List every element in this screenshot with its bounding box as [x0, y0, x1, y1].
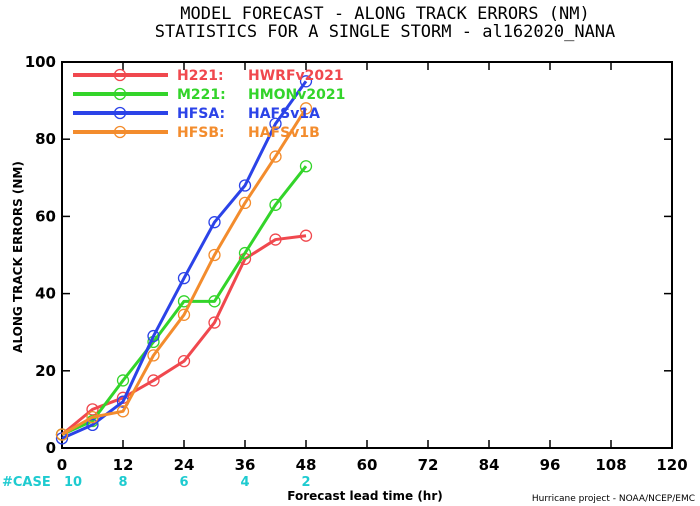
- legend-marker: [113, 125, 127, 139]
- series-line: [61, 107, 308, 436]
- legend-marker: [113, 87, 127, 101]
- x-tick-label: 120: [656, 456, 687, 474]
- y-tick-label: 20: [35, 362, 56, 380]
- y-tick-label: 40: [35, 285, 56, 303]
- data-point: [269, 117, 282, 130]
- y-tick-label: 60: [35, 207, 56, 225]
- data-point: [177, 308, 191, 321]
- case-counts: #CASE 10 8 6 4 2: [2, 475, 311, 490]
- data-point: [238, 196, 252, 210]
- data-point: [147, 349, 160, 362]
- case-count: 8: [118, 475, 127, 490]
- x-tick-label: 108: [595, 456, 626, 474]
- series-line: [61, 165, 308, 436]
- x-tick-label: 96: [540, 456, 561, 474]
- legend-label: HAFSv1A: [248, 106, 320, 122]
- data-point: [208, 316, 221, 329]
- y-tick-label: 80: [35, 130, 56, 148]
- legend-label: HAFSv1B: [248, 125, 320, 141]
- y-tick-label: 100: [25, 53, 56, 71]
- case-count: 4: [240, 475, 249, 490]
- series-line: [61, 80, 308, 440]
- data-point: [116, 405, 130, 418]
- legend-label: HMONv2021: [248, 87, 345, 103]
- x-axis-label: Forecast lead time (hr): [287, 489, 443, 503]
- data-point: [86, 418, 99, 431]
- data-point: [177, 272, 191, 285]
- series-layer: [55, 75, 313, 445]
- data-point: [299, 229, 313, 242]
- x-tick-label: 72: [418, 456, 439, 474]
- legend-entry-h221: H221: HWRFv2021: [73, 68, 344, 84]
- legend-entry-m221: M221: HMONv2021: [73, 87, 345, 103]
- legend-name: H221:: [177, 68, 224, 84]
- data-point: [86, 410, 99, 424]
- x-tick-label: 48: [296, 456, 317, 474]
- case-count: 10: [64, 475, 82, 490]
- legend-name: M221:: [177, 87, 226, 103]
- x-tick-label: 36: [235, 456, 256, 474]
- data-point: [299, 160, 313, 173]
- legend: H221: HWRFv2021 M221: HMONv2021 HFSA: HAFSv1A…: [73, 68, 345, 141]
- case-count: 2: [301, 475, 310, 490]
- data-point: [147, 374, 160, 387]
- data-point: [208, 216, 221, 229]
- series-hfsa: [55, 75, 313, 445]
- data-point: [269, 233, 282, 246]
- credit-text: Hurricane project - NOAA/NCEP/EMC: [532, 494, 695, 504]
- data-point: [238, 246, 252, 260]
- data-point: [147, 329, 160, 343]
- y-axis: 0 20 40 60 80 100: [25, 53, 672, 457]
- plot-area: [61, 61, 673, 449]
- data-point: [238, 179, 252, 192]
- data-point: [299, 75, 313, 88]
- case-count: 6: [179, 475, 188, 490]
- legend-name: HFSB:: [177, 125, 225, 141]
- legend-label: HWRFv2021: [248, 68, 344, 84]
- plot-frame: [61, 61, 673, 449]
- chart-title: MODEL FORECAST - ALONG TRACK ERRORS (NM): [180, 4, 589, 24]
- x-tick-label: 0: [57, 456, 67, 474]
- series-hfsb: [55, 102, 313, 441]
- data-point: [177, 354, 191, 368]
- legend-marker: [113, 106, 127, 120]
- legend-entry-hfsb: HFSB: HAFSv1B: [73, 125, 320, 141]
- x-tick-label: 24: [174, 456, 195, 474]
- data-point: [299, 102, 313, 115]
- y-axis-label: ALONG TRACK ERRORS (NM): [11, 161, 25, 353]
- legend-marker: [113, 68, 127, 82]
- data-point: [55, 428, 69, 441]
- x-tick-label: 84: [479, 456, 500, 474]
- data-point: [269, 150, 282, 163]
- x-axis: 0 12 24 36 48 60 72 84 96 108 120: [57, 62, 688, 474]
- chart-subtitle: STATISTICS FOR A SINGLE STORM - al162020…: [155, 22, 616, 42]
- data-point: [208, 248, 221, 262]
- series-line: [61, 234, 307, 436]
- x-tick-label: 60: [357, 456, 378, 474]
- legend-entry-hfsa: HFSA: HAFSv1A: [73, 106, 320, 122]
- y-tick-label: 0: [46, 439, 56, 457]
- data-point: [116, 374, 130, 387]
- series-m221: [55, 160, 313, 441]
- data-point: [269, 198, 282, 211]
- x-tick-label: 12: [113, 456, 134, 474]
- case-label: #CASE: [2, 475, 51, 490]
- data-point: [208, 295, 221, 308]
- legend-name: HFSA:: [177, 106, 225, 122]
- series-h221: [55, 229, 313, 441]
